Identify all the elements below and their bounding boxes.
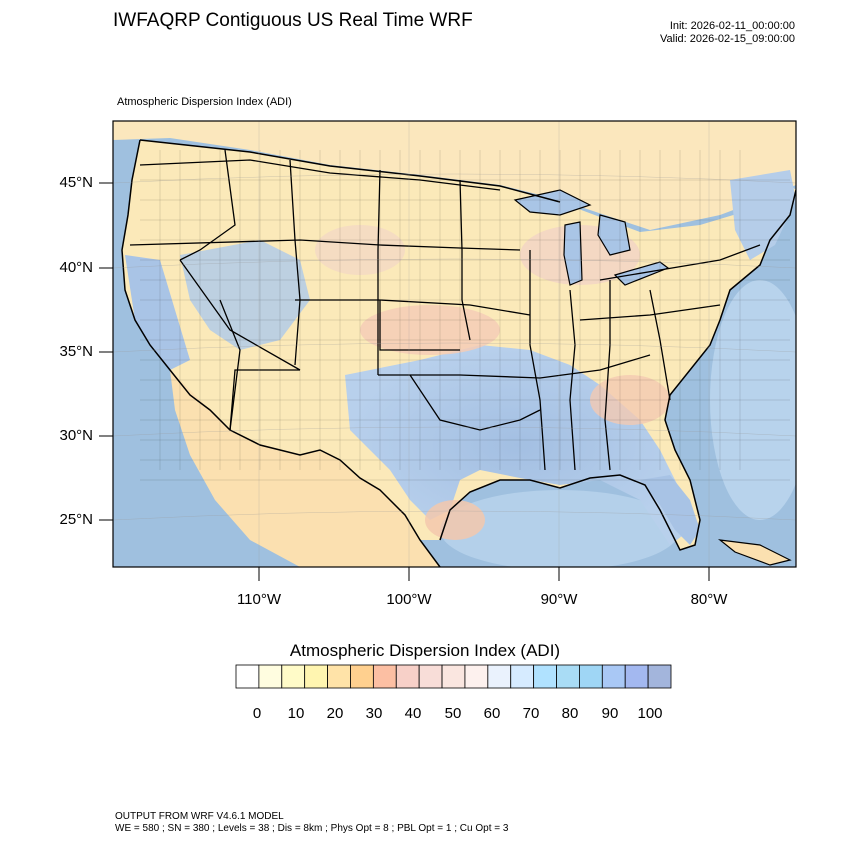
legend-label: 90 (601, 705, 619, 722)
legend-label: 40 (404, 705, 422, 722)
lake-michigan (563, 221, 583, 286)
lon-label: 80°W (690, 591, 728, 608)
lake-superior (513, 189, 592, 216)
state-boundaries (129, 149, 761, 471)
legend-swatch (464, 664, 489, 689)
footer-model-line: OUTPUT FROM WRF V4.6.1 MODEL (115, 811, 284, 822)
northern-border (139, 139, 561, 203)
lat-label: 45°N (59, 174, 93, 191)
lat-label: 30°N (59, 427, 93, 444)
high-adi-region-florida (640, 475, 700, 545)
lat-label: 40°N (59, 259, 93, 276)
legend-label: 60 (483, 705, 501, 722)
legend-label: 50 (444, 705, 462, 722)
lon-label: 90°W (540, 591, 578, 608)
legend-swatch (601, 664, 626, 689)
legend-swatch (304, 664, 328, 689)
legend-swatch (395, 664, 420, 689)
page-title: IWFAQRP Contiguous US Real Time WRF (113, 10, 473, 31)
model-footer: OUTPUT FROM WRF V4.6.1 MODEL WE = 580 ; … (115, 811, 508, 835)
mid-adi-region-rockies (315, 225, 405, 275)
legend-swatch (281, 664, 306, 689)
lat-ticks (99, 182, 113, 521)
cuba-land (717, 539, 792, 566)
mexico-land (170, 370, 440, 567)
footer-config-line: WE = 580 ; SN = 380 ; Levels = 38 ; Dis … (115, 823, 509, 834)
legend-label: 100 (637, 705, 663, 722)
legend-label: 80 (561, 705, 579, 722)
map-subtitle: Atmospheric Dispersion Index (ADI) (117, 96, 292, 108)
legend-swatch (441, 664, 466, 689)
legend-swatch (624, 664, 649, 689)
lon-ticks (258, 567, 710, 581)
lon-label: 110°W (236, 591, 282, 608)
run-times: Init: 2026-02-11_00:00:00 Valid: 2026-02… (660, 20, 795, 46)
atlantic-shading (710, 280, 796, 520)
legend-swatch (350, 664, 374, 689)
canada-land (113, 121, 796, 230)
legend-swatch (533, 664, 557, 689)
lake-huron (597, 214, 631, 256)
high-adi-region-west (180, 240, 310, 350)
high-adi-region-northeast (730, 170, 796, 260)
legend-swatch (258, 664, 283, 689)
map-border (112, 120, 797, 568)
legend-swatch (418, 664, 443, 689)
graticule (113, 121, 796, 567)
legend-swatch (487, 664, 512, 689)
east-coastline (439, 189, 796, 551)
mid-adi-region-texas-coast (425, 500, 485, 540)
legend-label: 70 (522, 705, 540, 722)
lon-label: 100°W (386, 591, 432, 608)
legend-label: 10 (287, 705, 305, 722)
legend-swatch (235, 664, 260, 689)
legend-swatch (647, 664, 672, 689)
lat-label: 35°N (59, 343, 93, 360)
legend-swatch (579, 664, 603, 689)
legend-swatch (327, 664, 351, 689)
legend-swatch (556, 664, 580, 689)
lat-label: 25°N (59, 511, 93, 528)
county-boundaries (140, 150, 790, 481)
valid-time: Valid: 2026-02-15_09:00:00 (660, 33, 795, 45)
legend-label: 30 (365, 705, 383, 722)
legend-swatch (372, 664, 397, 689)
west-coastline (121, 139, 441, 567)
legend-swatch (510, 664, 535, 689)
mid-adi-region-southeast (590, 375, 670, 425)
legend-label: 20 (326, 705, 344, 722)
legend-label: 0 (252, 705, 262, 722)
map-field (113, 121, 796, 567)
gulf-shading (440, 490, 680, 567)
legend-title: Atmospheric Dispersion Index (ADI) (289, 641, 561, 660)
high-adi-region-california (125, 255, 190, 370)
init-time: Init: 2026-02-11_00:00:00 (669, 20, 795, 32)
